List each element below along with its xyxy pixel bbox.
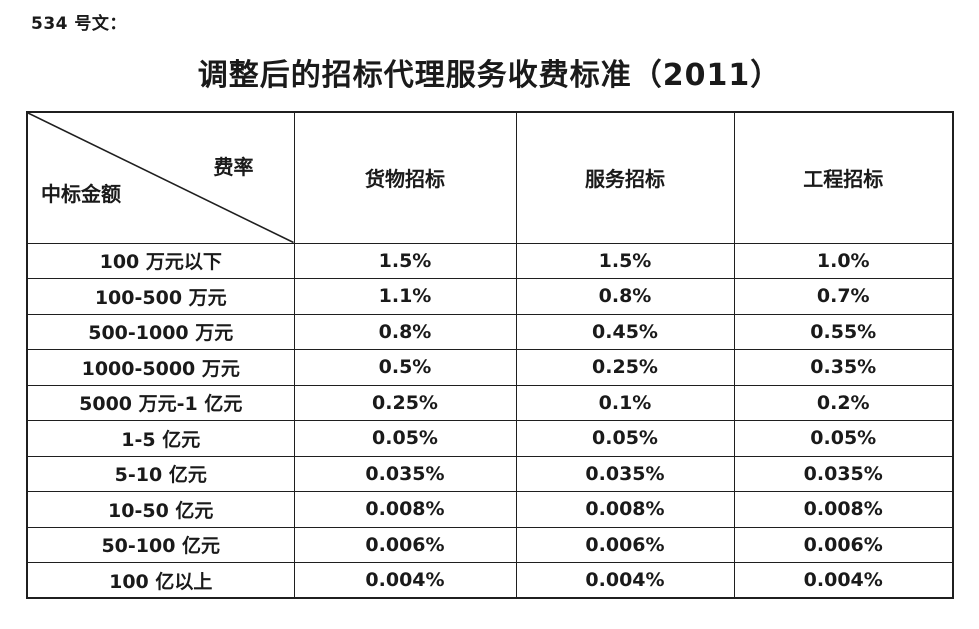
table-row: 5000 万元-1 亿元 0.25% 0.1% 0.2% (26, 384, 954, 421)
rate-cell: 0.006% (733, 526, 954, 563)
amount-cell: 100 万元以下 (26, 242, 295, 279)
rate-cell: 0.8% (293, 313, 517, 350)
column-header-goods-bidding: 货物招标 (293, 111, 517, 244)
rate-cell: 0.006% (515, 526, 735, 563)
rate-cell: 0.45% (515, 313, 735, 350)
rate-cell: 0.004% (733, 562, 954, 599)
table-row: 10-50 亿元 0.008% 0.008% 0.008% (26, 491, 954, 528)
rate-cell: 0.7% (733, 278, 954, 315)
corner-label-bid-amount: 中标金额 (41, 181, 121, 206)
rate-cell: 0.004% (515, 562, 735, 599)
rate-cell: 0.25% (515, 349, 735, 386)
rate-cell: 0.05% (293, 420, 517, 457)
column-header-service-bidding: 服务招标 (515, 111, 735, 244)
table-row: 50-100 亿元 0.006% 0.006% 0.006% (26, 526, 954, 563)
doc-number: 534 号文： (31, 14, 127, 34)
rate-cell: 0.35% (733, 349, 954, 386)
rate-cell: 0.2% (733, 384, 954, 421)
rate-cell: 0.008% (515, 491, 735, 528)
table-row: 1-5 亿元 0.05% 0.05% 0.05% (26, 420, 954, 457)
amount-cell: 50-100 亿元 (26, 526, 295, 563)
rate-cell: 0.004% (293, 562, 517, 599)
table-row: 1000-5000 万元 0.5% 0.25% 0.35% (26, 349, 954, 386)
rate-cell: 1.5% (293, 242, 517, 279)
rate-cell: 1.0% (733, 242, 954, 279)
rate-cell: 1.1% (293, 278, 517, 315)
rate-cell: 0.035% (515, 455, 735, 492)
rate-cell: 0.1% (515, 384, 735, 421)
rate-cell: 0.5% (293, 349, 517, 386)
amount-cell: 100-500 万元 (26, 278, 295, 315)
rate-cell: 0.035% (733, 455, 954, 492)
fee-table: 费率 中标金额 货物招标 服务招标 工程招标 100 万元以下 1.5% 1.5… (26, 111, 954, 599)
amount-cell: 5-10 亿元 (26, 455, 295, 492)
header-row: 费率 中标金额 货物招标 服务招标 工程招标 (26, 111, 954, 244)
amount-cell: 500-1000 万元 (26, 313, 295, 350)
rate-cell: 0.55% (733, 313, 954, 350)
table-row: 100 亿以上 0.004% 0.004% 0.004% (26, 562, 954, 599)
table-row: 500-1000 万元 0.8% 0.45% 0.55% (26, 313, 954, 350)
amount-cell: 5000 万元-1 亿元 (26, 384, 295, 421)
rate-cell: 0.006% (293, 526, 517, 563)
amount-cell: 1-5 亿元 (26, 420, 295, 457)
rate-cell: 0.05% (515, 420, 735, 457)
corner-cell: 费率 中标金额 (26, 111, 295, 244)
corner-label-fee-rate: 费率 (213, 155, 254, 179)
diagonal-divider-line (28, 113, 294, 243)
rate-cell: 0.25% (293, 384, 517, 421)
table-row: 100 万元以下 1.5% 1.5% 1.0% (26, 242, 954, 279)
rate-cell: 1.5% (515, 242, 735, 279)
table-row: 5-10 亿元 0.035% 0.035% 0.035% (26, 455, 954, 492)
column-header-engineering-bidding: 工程招标 (733, 111, 954, 244)
amount-cell: 100 亿以上 (26, 562, 295, 599)
page-title: 调整后的招标代理服务收费标准（2011） (197, 58, 782, 93)
amount-cell: 1000-5000 万元 (26, 349, 295, 386)
rate-cell: 0.035% (293, 455, 517, 492)
rate-cell: 0.8% (515, 278, 735, 315)
amount-cell: 10-50 亿元 (26, 491, 295, 528)
table-row: 100-500 万元 1.1% 0.8% 0.7% (26, 278, 954, 315)
rate-cell: 0.05% (733, 420, 954, 457)
rate-cell: 0.008% (293, 491, 517, 528)
rate-cell: 0.008% (733, 491, 954, 528)
